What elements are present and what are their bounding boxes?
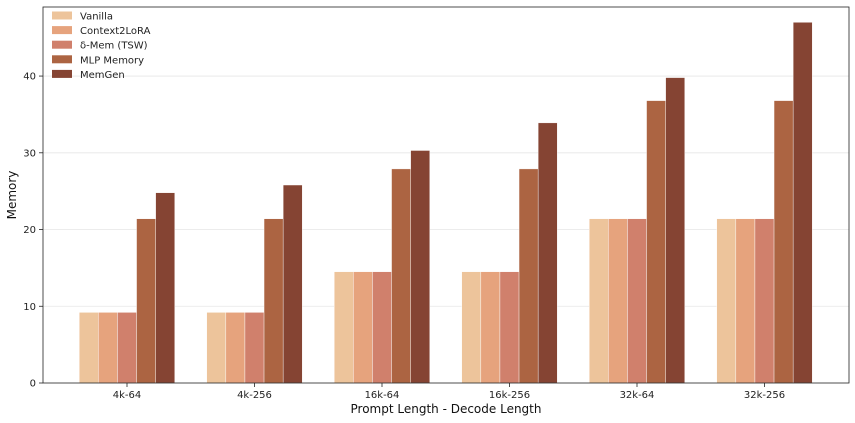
legend-label: Context2LoRA — [80, 26, 151, 37]
y-tick-label: 30 — [23, 148, 36, 159]
bar-2-4k-64: Context2LoRA 4k-64: 9.2 — [98, 312, 118, 384]
legend: Vanilla Context2LoRA δ-Mem (TSW) MLP Memory… — [52, 11, 151, 81]
bar-1-4k-64: Vanilla 4k-64: 9.2 — [79, 312, 99, 384]
x-axis-label: Prompt Length - Decode Length — [351, 402, 542, 416]
y-tick-label: 0 — [30, 379, 36, 390]
bar-4-32k-64: MLP Memory 32k-64: 36.8 — [646, 100, 666, 384]
bar-2-4k-256: Context2LoRA 4k-256: 9.2 — [225, 312, 246, 384]
y-tick-label: 10 — [23, 302, 36, 313]
bar-4-32k-256: MLP Memory 32k-256: 36.8 — [773, 100, 794, 384]
bars: Vanilla 4k-64: 9.2Context2LoRA 4k-64: 9.… — [79, 22, 813, 384]
y-tick-label: 40 — [23, 72, 36, 83]
bar-5-32k-64: MemGen 32k-64: 39.8 — [665, 77, 685, 384]
x-tick-label: 16k-256 — [489, 390, 530, 401]
x-tick-label: 4k-256 — [237, 390, 272, 401]
bar-5-4k-64: MemGen 4k-64: 24.8 — [155, 192, 175, 384]
bar-2-16k-256: Context2LoRA 16k-256: 14.5 — [480, 271, 501, 384]
bar-1-32k-256: Vanilla 32k-256: 21.4 — [716, 218, 737, 384]
legend-label: MLP Memory — [80, 55, 144, 66]
bar-2-32k-256: Context2LoRA 32k-256: 21.4 — [735, 218, 756, 384]
legend-swatch — [52, 69, 72, 78]
bar-3-16k-64: δ-Mem (TSW) 16k-64: 14.5 — [372, 271, 392, 384]
bar-5-16k-256: MemGen 16k-256: 33.9 — [537, 122, 558, 384]
bar-4-16k-64: MLP Memory 16k-64: 27.9 — [391, 168, 411, 384]
bar-3-4k-256: δ-Mem (TSW) 4k-256: 9.2 — [244, 312, 265, 384]
bar-1-16k-256: Vanilla 16k-256: 14.5 — [461, 271, 482, 384]
bar-2-32k-64: Context2LoRA 32k-64: 21.4 — [608, 218, 628, 384]
x-tick-label: 16k-64 — [365, 390, 400, 401]
bar-1-4k-256: Vanilla 4k-256: 9.2 — [206, 312, 227, 384]
y-axis-ticks: 0 10 20 30 40 — [23, 72, 43, 390]
bar-3-32k-256: δ-Mem (TSW) 32k-256: 21.4 — [754, 218, 775, 384]
grid-lines — [43, 75, 849, 307]
legend-swatch — [52, 40, 72, 49]
legend-label: Vanilla — [80, 12, 113, 23]
legend-swatch — [52, 11, 72, 20]
legend-swatch — [52, 26, 72, 35]
bar-2-16k-64: Context2LoRA 16k-64: 14.5 — [353, 271, 373, 384]
y-axis-label: Memory — [5, 171, 19, 220]
x-axis-ticks: 4k-64 4k-256 16k-64 16k-256 32k-64 32k-256 — [113, 383, 785, 401]
bar-5-32k-256: MemGen 32k-256: 47 — [792, 22, 813, 384]
bar-4-4k-256: MLP Memory 4k-256: 21.4 — [263, 218, 284, 384]
bar-1-32k-64: Vanilla 32k-64: 21.4 — [589, 218, 609, 384]
x-tick-label: 4k-64 — [113, 390, 142, 401]
bar-5-16k-64: MemGen 16k-64: 30.3 — [410, 150, 430, 384]
y-tick-label: 20 — [23, 225, 36, 236]
x-tick-label: 32k-64 — [620, 390, 655, 401]
legend-label: MemGen — [80, 70, 125, 81]
bar-4-16k-256: MLP Memory 16k-256: 27.9 — [518, 168, 539, 384]
x-tick-label: 32k-256 — [744, 390, 785, 401]
legend-label: δ-Mem (TSW) — [80, 41, 148, 52]
legend-swatch — [52, 55, 72, 64]
bar-5-4k-256: MemGen 4k-256: 25.8 — [282, 184, 303, 384]
bar-4-4k-64: MLP Memory 4k-64: 21.4 — [136, 218, 156, 384]
bar-3-32k-64: δ-Mem (TSW) 32k-64: 21.4 — [627, 218, 647, 384]
bar-1-16k-64: Vanilla 16k-64: 14.5 — [334, 271, 354, 384]
bar-3-4k-64: δ-Mem (TSW) 4k-64: 9.2 — [117, 312, 137, 384]
plot-frame — [42, 6, 850, 384]
bar-3-16k-256: δ-Mem (TSW) 16k-256: 14.5 — [499, 271, 520, 384]
